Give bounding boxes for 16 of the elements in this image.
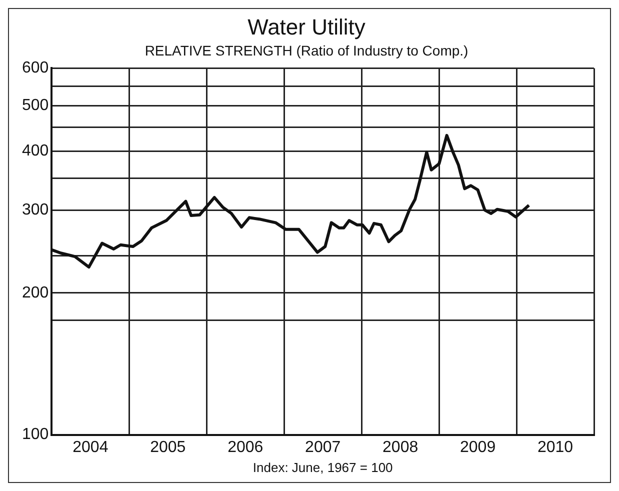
x-tick-label: 2008 [382,438,418,456]
y-tick-label: 300 [22,201,49,218]
x-tick-label: 2010 [537,438,574,456]
y-tick-label: 400 [22,142,49,160]
x-tick-label: 2004 [72,438,108,456]
chart-subtitle: RELATIVE STRENGTH (Ratio of Industry to Comp.) [144,42,468,59]
x-tick-label: 2005 [150,438,186,456]
x-tick-label: 2006 [228,438,264,456]
x-tick-label: 2009 [460,438,496,456]
text: Index: June, 1967 = 100 [252,460,393,476]
y-tick-label: 100 [22,426,49,444]
y-tick-label: 500 [22,96,49,114]
x-tick-label: 2007 [305,438,341,456]
chart-title: Water Utility [248,14,366,40]
y-tick-label: 200 [22,284,49,302]
y-tick-label: 600 [22,60,49,77]
